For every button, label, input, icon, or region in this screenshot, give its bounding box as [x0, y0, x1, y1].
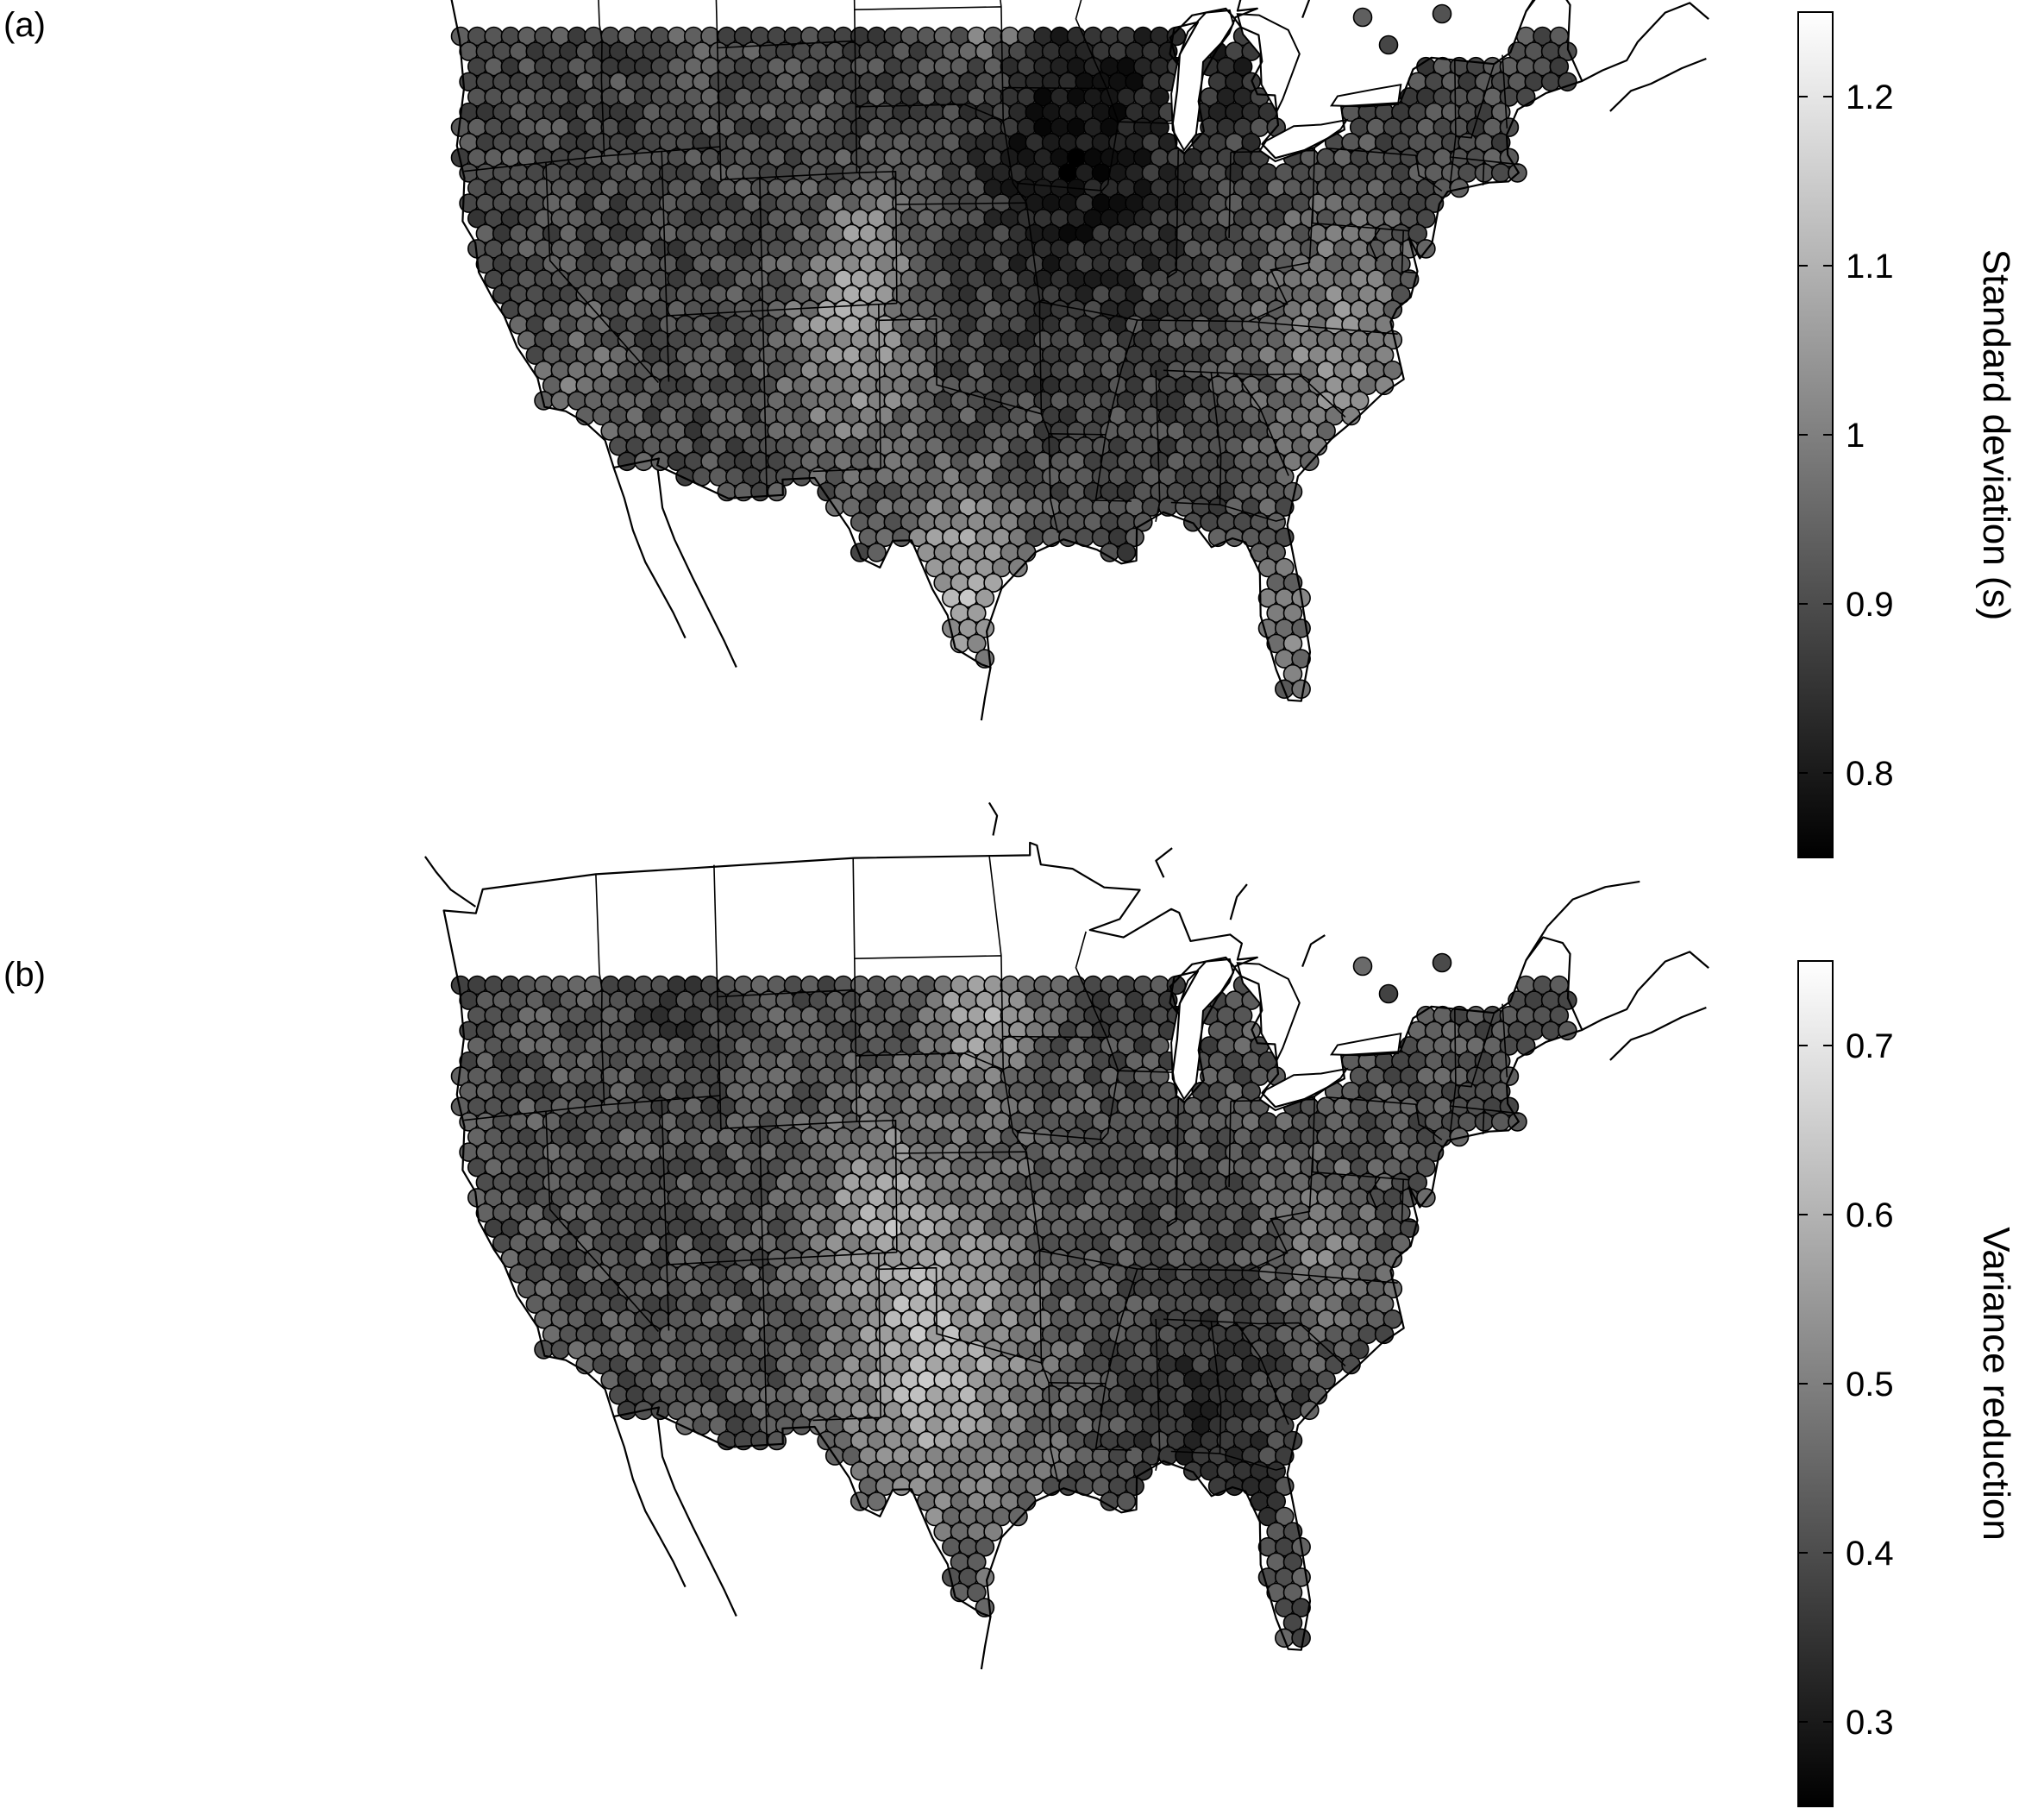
station-marker	[1432, 3, 1452, 24]
station-marker	[867, 543, 887, 562]
station-marker	[1300, 1400, 1320, 1421]
coastline	[1581, 951, 1709, 1031]
station-marker	[1232, 56, 1253, 77]
station-marker	[1558, 72, 1577, 92]
station-marker	[1490, 163, 1511, 183]
colorbar-tick-label: 1.2	[1846, 79, 1894, 116]
station-marker	[1291, 679, 1311, 700]
station-marker	[1225, 527, 1245, 548]
state-border	[854, 955, 1001, 959]
station-marker	[1515, 87, 1536, 107]
station-marker	[617, 451, 637, 472]
station-marker	[892, 1476, 912, 1497]
station-marker	[1352, 7, 1373, 28]
coastline	[1609, 1006, 1707, 1061]
coastline	[1301, 934, 1326, 967]
panel-a: (a) 0.8 0.9 1 1.1 1.2 Standard deviation (s)	[3, 0, 2017, 858]
station-marker	[1116, 1492, 1137, 1511]
colorbar-title: Standard deviation (s)	[1975, 249, 2017, 620]
station-marker	[1374, 345, 1395, 365]
station-marker	[850, 543, 870, 562]
panel-b-label: (b)	[3, 956, 46, 994]
station-marker	[792, 1416, 812, 1435]
coastline	[988, 801, 999, 836]
station-marker	[675, 467, 695, 487]
coastline	[980, 667, 992, 721]
station-marker	[1008, 557, 1028, 578]
panel-b: (b) 0.3 0.4 0.5 0.6 0.7 Variance reduction	[3, 801, 2017, 1807]
map-standard-deviation	[450, 0, 1709, 721]
colorbar-title: Variance reduction	[1975, 1227, 2017, 1541]
colorbar-tick-label: 0.8	[1846, 755, 1894, 793]
station-marker	[1540, 1021, 1561, 1041]
colorbar-standard-deviation: 0.8 0.9 1 1.1 1.2 Standard deviation (s)	[1797, 11, 2017, 858]
station-markers	[450, 952, 1577, 1649]
station-marker	[792, 467, 812, 487]
station-marker	[1116, 543, 1137, 562]
station-marker	[1300, 451, 1320, 472]
station-marker	[1150, 87, 1169, 107]
station-marker	[1490, 132, 1511, 153]
state-border	[1049, 433, 1107, 436]
station-marker	[1416, 208, 1436, 229]
station-marker	[1515, 1036, 1536, 1056]
coastline	[1581, 2, 1709, 82]
station-marker	[892, 527, 912, 548]
state-border	[1482, 162, 1485, 185]
coastline	[1301, 0, 1311, 18]
coastline	[980, 1616, 992, 1670]
coastline	[1229, 883, 1248, 920]
state-border	[1482, 1111, 1485, 1134]
station-marker	[1540, 72, 1561, 92]
coastline	[612, 467, 687, 639]
station-marker	[1374, 315, 1395, 335]
station-marker	[1008, 1506, 1028, 1527]
colorbar-tick-label: 0.6	[1846, 1196, 1894, 1234]
station-marker	[1490, 1112, 1511, 1132]
station-marker	[1157, 132, 1178, 153]
colorbar-tick-label: 1	[1846, 417, 1865, 455]
colorbar-tick-label: 1.1	[1846, 248, 1894, 286]
colorbar-tick-label: 0.7	[1846, 1027, 1894, 1065]
station-marker	[1225, 1476, 1245, 1497]
colorbar-tick-label: 0.3	[1846, 1704, 1894, 1742]
map-variance-reduction	[424, 801, 1709, 1670]
station-marker	[1432, 952, 1452, 973]
station-marker	[850, 1492, 870, 1511]
station-marker	[1352, 956, 1373, 977]
coastline	[612, 1416, 687, 1588]
station-marker	[1378, 983, 1399, 1004]
colorbar-variance-reduction: 0.3 0.4 0.5 0.6 0.7 Variance reduction	[1797, 960, 2017, 1807]
station-marker	[550, 391, 571, 411]
colorbar-tick-label: 0.9	[1846, 586, 1894, 624]
station-marker	[1291, 1628, 1311, 1649]
coastline	[656, 465, 737, 668]
colorbar-tick-label: 0.5	[1846, 1366, 1894, 1404]
station-marker	[1378, 35, 1399, 55]
coastline	[1525, 0, 1535, 12]
coastline	[1525, 880, 1640, 961]
station-marker	[1408, 223, 1427, 244]
station-marker	[867, 1492, 887, 1511]
station-marker	[1349, 391, 1370, 411]
state-border	[1049, 1382, 1107, 1385]
station-marker	[1316, 421, 1336, 441]
coastline	[424, 856, 477, 908]
station-marker	[1391, 254, 1411, 274]
coastline	[1155, 847, 1173, 878]
station-marker	[675, 1416, 695, 1435]
station-marker	[1549, 56, 1570, 77]
state-border	[854, 6, 1001, 10]
station-markers	[450, 3, 1577, 700]
colorbar-tick-label: 0.4	[1846, 1535, 1894, 1573]
coastline	[1609, 57, 1707, 112]
panel-a-label: (a)	[3, 6, 46, 44]
station-marker	[1391, 284, 1411, 305]
station-marker	[550, 1340, 571, 1360]
station-marker	[617, 1400, 637, 1421]
